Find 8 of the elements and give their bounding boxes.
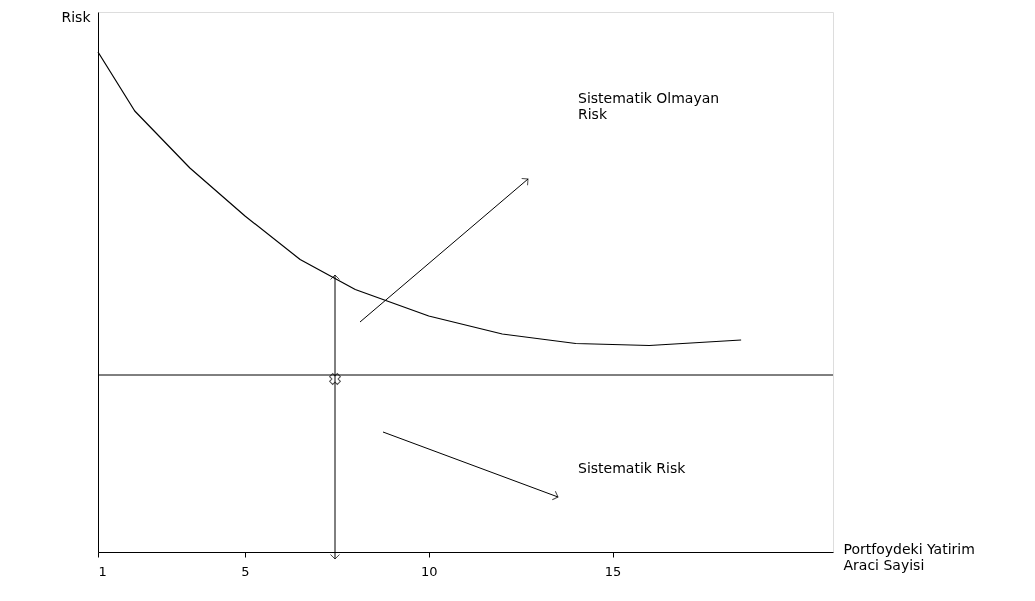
- x-tick-label: 10: [420, 563, 438, 579]
- annotation: Sistematik Olmayan Risk: [578, 90, 720, 122]
- y-axis-title: Risk: [61, 8, 92, 25]
- x-axis-title: Portfoydeki Yatirim Araci Sayisi: [843, 540, 975, 573]
- x-tick-label: 5: [241, 563, 250, 579]
- x-tick-label: 1: [98, 563, 107, 579]
- annotation: Sistematik Risk: [578, 460, 687, 476]
- x-tick-label: 15: [604, 563, 622, 579]
